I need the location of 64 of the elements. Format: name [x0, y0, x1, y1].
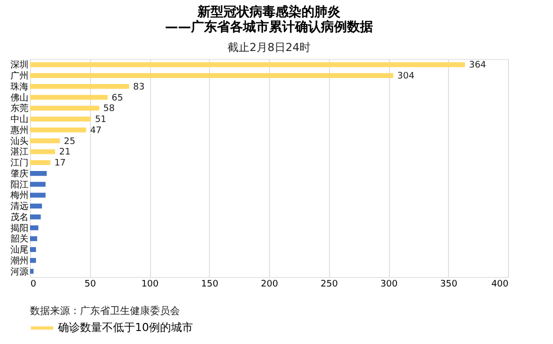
- data-label: 65: [112, 93, 124, 104]
- source-note: 数据来源：广东省卫生健康委员会: [30, 304, 180, 318]
- data-label: 21: [59, 148, 71, 158]
- bar: [30, 268, 34, 274]
- y-tick-label: 广州: [10, 70, 28, 82]
- x-tick-label: 0: [30, 280, 36, 290]
- x-tick-label: 50: [84, 280, 96, 290]
- data-label: 51: [94, 115, 106, 126]
- data-label: 17: [54, 158, 66, 169]
- text: ——广东省各城市累计确认病例数据: [165, 20, 373, 35]
- x-tick-label: 200: [260, 280, 278, 290]
- data-label: 47: [90, 126, 102, 136]
- bar: [30, 247, 36, 252]
- bar: [30, 116, 91, 122]
- bar: [30, 94, 108, 100]
- x-tick-label: 350: [440, 280, 458, 290]
- y-tick-label: 湛江: [10, 146, 28, 158]
- y-tick-label: 河源: [10, 266, 28, 278]
- y-tick-label: 茂名: [10, 212, 28, 223]
- bar: [30, 84, 130, 89]
- y-tick-label: 清远: [10, 201, 28, 212]
- bar: [30, 258, 36, 263]
- x-tick-label: 250: [320, 280, 338, 290]
- x-tick-label: 400: [491, 280, 509, 290]
- y-tick-label: 佛山: [10, 92, 28, 104]
- x-tick-label: 100: [141, 280, 159, 290]
- bar: [30, 160, 50, 166]
- text: 新型冠状病毒感染的肺炎: [198, 5, 340, 20]
- y-tick-label: 中山: [10, 114, 28, 126]
- y-tick-label: 潮州: [10, 255, 28, 266]
- bar: [30, 214, 41, 220]
- bar: [30, 149, 56, 154]
- x-tick-label: 300: [380, 280, 398, 290]
- y-tick-label: 阳江: [10, 179, 28, 190]
- x-tick-label: 150: [201, 280, 219, 290]
- bar: [30, 128, 86, 132]
- bar: [30, 182, 46, 187]
- bar: [30, 225, 38, 230]
- y-tick-label: 珠海: [10, 81, 28, 92]
- bar: [30, 204, 42, 208]
- data-label: 304: [397, 72, 415, 82]
- y-tick-label: 韶关: [10, 234, 28, 245]
- y-tick-label: 梅州: [10, 190, 28, 202]
- bar: [30, 138, 60, 144]
- y-tick-label: 东莞: [10, 103, 28, 114]
- bar: [30, 73, 394, 78]
- chart-subtitle: 截止2月8日24时: [228, 41, 310, 54]
- data-label: 58: [103, 104, 116, 114]
- y-tick-label: 汕尾: [10, 244, 28, 256]
- data-label: 25: [64, 136, 76, 147]
- data-label: 364: [468, 60, 486, 71]
- y-tick-label: 深圳: [10, 60, 28, 71]
- legend-label: 确诊数量不低于10例的城市: [57, 321, 193, 334]
- bar: [30, 236, 38, 242]
- data-label: 83: [133, 82, 145, 92]
- bar: [30, 62, 465, 68]
- y-tick-label: 揭阳: [10, 222, 28, 234]
- y-tick-label: 肇庆: [10, 168, 28, 180]
- y-tick-label: 汕头: [10, 136, 28, 147]
- bar: [30, 192, 46, 198]
- y-tick-label: 江门: [10, 158, 28, 169]
- bar: [30, 170, 47, 176]
- y-tick-label: 惠州: [10, 124, 28, 136]
- bar: [30, 106, 100, 111]
